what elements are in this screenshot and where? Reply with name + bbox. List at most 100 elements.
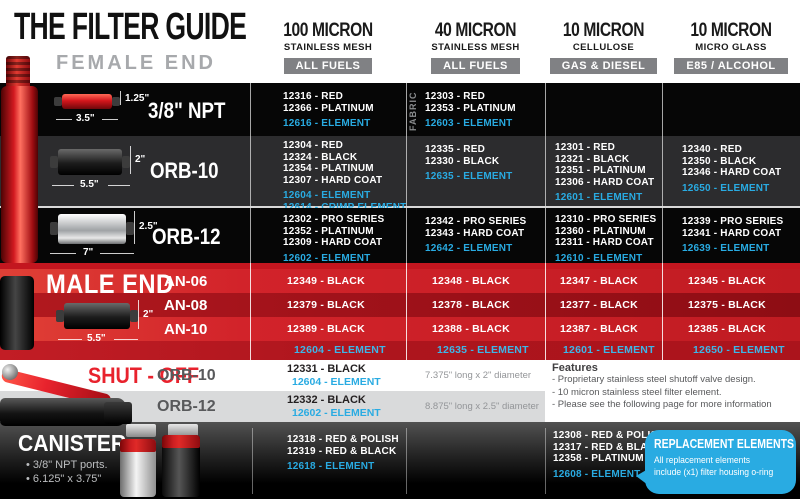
part-number: 12379 - BLACK (287, 299, 365, 311)
element-number: 12642 - ELEMENT (425, 243, 513, 254)
part-number: 12302 - PRO SERIES (283, 214, 385, 225)
column-header-10-micron-microglass: 10 MICRON MICRO GLASS E85 / ALCOHOL (662, 20, 800, 74)
part-number: 12318 - RED & POLISH (287, 434, 399, 445)
part-number: 12319 - RED & BLACK (287, 445, 397, 457)
part-numbers: 12308 - RED & POLISH 12317 - RED & BLACK 1… (553, 430, 665, 465)
length-dimension-label: 5.5" (80, 179, 99, 190)
filter-orb12-image (58, 214, 126, 244)
filter-fitting (126, 222, 134, 235)
part-number: 12331 - BLACK (287, 363, 366, 375)
part-number: 12366 - PLATINUM (283, 102, 374, 114)
part-number: 12351 - PLATINUM (555, 165, 646, 176)
element-numbers: 12601 - ELEMENT (555, 192, 662, 204)
dimension-line (102, 119, 118, 120)
dimension-line (58, 339, 82, 340)
spec-bullet: • 6.125" x 3.75" (26, 473, 102, 485)
part-number: 12347 - BLACK (560, 275, 638, 287)
canister-specs: • 3/8" NPT ports. • 6.125" x 3.75" (26, 458, 108, 486)
filter-fitting (112, 97, 120, 106)
part-number: 12342 - PRO SERIES (425, 216, 527, 227)
features-title: Features (552, 362, 598, 374)
cell-orb12-microglass: 12339 - PRO SERIES 12341 - HARD COAT 1263… (662, 216, 800, 255)
part-number: 12343 - HARD COAT (425, 227, 525, 239)
part-number: 12311 - HARD COAT (555, 237, 654, 248)
element-number: 12608 - ELEMENT (553, 468, 641, 480)
column-micron: 10 MICRON (562, 20, 645, 41)
part-number: 12354 - PLATINUM (283, 163, 374, 174)
dimension-line (114, 339, 138, 340)
element-number: 12601 - ELEMENT (563, 344, 655, 356)
column-micron: 10 MICRON (690, 20, 772, 41)
filter-fitting (50, 222, 58, 235)
part-number: 12335 - RED (425, 144, 486, 155)
element-number: 12635 - ELEMENT (425, 171, 513, 182)
filter-38npt-image (62, 94, 112, 109)
part-number: 12389 - BLACK (287, 323, 365, 335)
part-number: 12341 - HARD COAT (682, 227, 782, 239)
row-male-elements: 12604 - ELEMENT 12635 - ELEMENT 12601 - … (0, 341, 800, 360)
part-numbers: 12304 - RED 12324 - BLACK 12354 - PLATINUM… (283, 140, 406, 186)
part-numbers: 12339 - PRO SERIES 12341 - HARD COAT (682, 216, 800, 239)
element-number: 12601 - ELEMENT (555, 192, 643, 203)
spec-bullet: • 3/8" NPT ports. (26, 459, 108, 471)
column-header-40-micron: 40 MICRON STAINLESS MESH ALL FUELS (406, 20, 545, 74)
element-number: 12604 - ELEMENT (283, 190, 371, 201)
part-number: 12310 - PRO SERIES (555, 214, 657, 225)
element-number: 12618 - ELEMENT (287, 461, 375, 472)
element-number: 12610 - ELEMENT (555, 252, 643, 264)
dimension-line (134, 211, 135, 244)
dimension-line (108, 185, 130, 186)
column-divider (250, 263, 251, 360)
fuel-badge: ALL FUELS (283, 58, 373, 74)
connector-name: AN-08 (164, 297, 208, 314)
part-number: 12301 - RED (555, 142, 616, 153)
column-divider (545, 428, 546, 494)
cell-canister-100micron: 12318 - RED & POLISH 12319 - RED & BLACK … (250, 434, 406, 473)
part-number: 12332 - BLACK (287, 394, 366, 406)
cell-orb10-100micron: 12304 - RED 12324 - BLACK 12354 - PLATINUM… (250, 140, 406, 213)
length-dimension-label: 7" (83, 247, 94, 258)
shutoff-table: SHUT - OFF ORB-10 12331 - BLACK 12604 - … (0, 360, 800, 422)
connector-name: AN-06 (164, 273, 208, 290)
cell-orb12-100micron: 12302 - PRO SERIES 12352 - PLATINUM 12309 … (250, 214, 406, 264)
column-media: MICRO GLASS (695, 42, 767, 53)
part-number: 12377 - BLACK (560, 299, 638, 311)
part-number: 12385 - BLACK (688, 323, 766, 335)
height-dimension-label: 2" (135, 154, 146, 165)
row-orb12: 2.5" 7" ORB-12 12302 - PRO SERIES 12352 -… (0, 208, 800, 265)
element-numbers: 12639 - ELEMENT (682, 243, 800, 255)
element-number: 12603 - ELEMENT (425, 118, 513, 129)
filter-fitting (130, 310, 138, 322)
replacement-elements-callout: REPLACEMENT ELEMENTS All replacement ele… (636, 430, 796, 494)
part-numbers: 12303 - RED 12353 - PLATINUM (425, 91, 545, 114)
part-number: 12324 - BLACK (283, 151, 358, 163)
part-number: 12316 - RED (283, 91, 344, 102)
part-numbers: 12318 - RED & POLISH 12319 - RED & BLACK (287, 434, 406, 457)
part-number: 12308 - RED & POLISH (553, 430, 665, 441)
filter-male-image (64, 303, 130, 329)
part-number: 12317 - RED & BLACK (553, 441, 663, 453)
height-dimension-label: 1.25" (125, 93, 150, 104)
element-numbers: 12650 - ELEMENT (682, 183, 800, 195)
part-number: 12304 - RED (283, 140, 344, 151)
cell-orb10-40micron: 12335 - RED 12330 - BLACK 12635 - ELEMENT (406, 144, 545, 183)
part-number: 12360 - PLATINUM (555, 225, 646, 237)
part-numbers: 12302 - PRO SERIES 12352 - PLATINUM 12309 … (283, 214, 406, 249)
feature-item: - Please see the following page for more… (552, 399, 772, 410)
features-block: Features - Proprietary stainless steel s… (552, 362, 772, 412)
column-divider (662, 263, 663, 360)
cell-orb12-cellulose: 12310 - PRO SERIES 12360 - PLATINUM 12311 … (545, 214, 662, 264)
cell-38npt-100micron: 12316 - RED 12366 - PLATINUM 12616 - ELEM… (250, 91, 406, 130)
cell-orb10-microglass: 12340 - RED 12350 - BLACK 12346 - HARD COA… (662, 144, 800, 194)
filter-fitting (54, 97, 62, 106)
connector-name: 3/8" NPT (148, 98, 226, 123)
part-number: 12353 - PLATINUM (425, 102, 516, 114)
connector-name: ORB-12 (152, 224, 221, 249)
callout-title: REPLACEMENT ELEMENTS (654, 437, 795, 451)
part-number: 12339 - PRO SERIES (682, 216, 784, 227)
part-number: 12346 - HARD COAT (682, 167, 782, 178)
column-divider (545, 83, 546, 263)
element-numbers: 12642 - ELEMENT (425, 243, 545, 255)
part-number: 12358 - PLATINUM (553, 453, 644, 464)
